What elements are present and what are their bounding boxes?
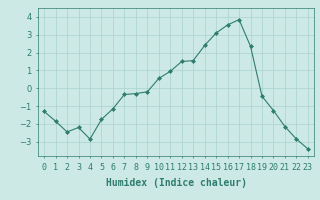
X-axis label: Humidex (Indice chaleur): Humidex (Indice chaleur) [106, 178, 246, 188]
